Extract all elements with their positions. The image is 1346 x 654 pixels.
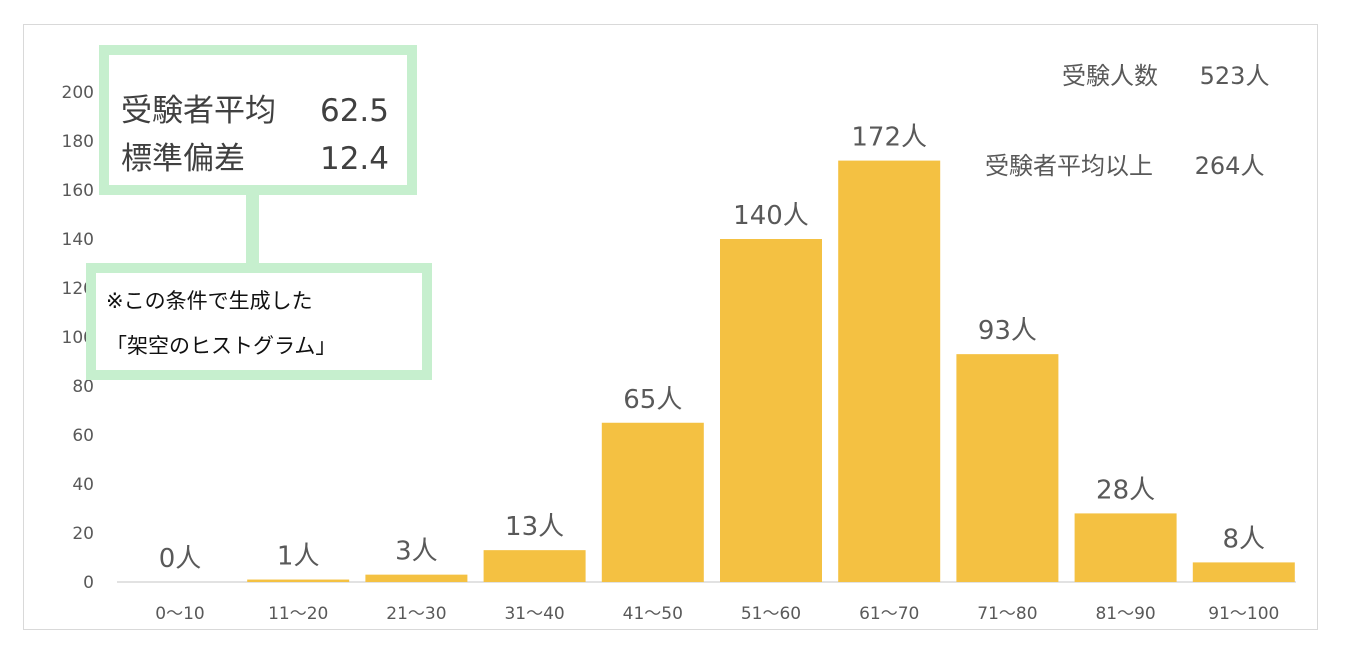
y-tick-label: 0 [83,573,94,593]
bar-11〜20 [247,579,350,582]
data-label: 140人 [733,201,809,231]
x-tick-label: 71〜80 [977,604,1037,624]
chart-frame [23,24,1318,630]
note-box: ※この条件で生成した 「架空のヒストグラム」 [86,263,432,380]
x-tick-label: 41〜50 [623,604,683,624]
note-line-1: ※この条件で生成した [106,289,313,313]
bar-81〜90 [1074,513,1177,582]
summary-box: 受験者平均 62.5 標準偏差 12.4 [99,45,417,195]
y-tick-label: 100 [62,328,94,348]
mean-label: 受験者平均 [121,93,276,129]
above-mean-value: 264人 [1194,152,1265,180]
bar-31〜40 [483,550,586,582]
bar-91〜100 [1192,562,1295,582]
x-tick-label: 91〜100 [1208,604,1279,624]
data-label: 13人 [505,512,564,542]
sd-label: 標準偏差 [121,141,245,177]
examinees-value: 523人 [1199,62,1270,90]
x-tick-label: 51〜60 [741,604,801,624]
bar-71〜80 [956,354,1059,582]
y-tick-label: 200 [62,83,94,103]
data-label: 8人 [1223,524,1266,554]
above-mean-label: 受験者平均以上 [985,152,1153,180]
y-tick-label: 60 [72,426,94,446]
x-tick-label: 61〜70 [859,604,919,624]
x-tick-label: 31〜40 [504,604,564,624]
data-label: 172人 [851,123,927,153]
examinees-stat: 受験人数 523人 [1062,56,1269,91]
mean-value: 62.5 [319,93,389,129]
x-tick-label: 0〜10 [155,604,204,624]
y-tick-label: 40 [72,475,94,495]
bar-61〜70 [838,160,941,582]
x-tick-label: 11〜20 [268,604,328,624]
data-label: 28人 [1096,475,1155,505]
sd-value: 12.4 [319,141,389,177]
data-label: 65人 [623,385,682,415]
bar-51〜60 [720,239,822,582]
data-label: 1人 [277,542,320,572]
bar-21〜30 [365,574,468,582]
y-tick-label: 20 [72,524,94,544]
examinees-label: 受験人数 [1062,62,1158,90]
above-mean-stat: 受験者平均以上 264人 [985,146,1264,181]
y-tick-label: 80 [72,377,94,397]
y-tick-label: 120 [62,279,94,299]
data-label: 93人 [978,316,1037,346]
x-tick-label: 81〜90 [1095,604,1155,624]
y-tick-label: 180 [62,132,94,152]
x-tick-label: 21〜30 [386,604,446,624]
bar-41〜50 [601,422,704,582]
mean-row: 受験者平均 62.5 [121,85,389,130]
note-line-2: 「架空のヒストグラム」 [106,334,337,358]
data-label: 0人 [159,544,202,574]
callout-connector [246,195,259,263]
y-tick-label: 160 [62,181,94,201]
sd-row: 標準偏差 12.4 [121,133,389,178]
data-label: 3人 [395,537,438,567]
y-tick-label: 140 [62,230,94,250]
